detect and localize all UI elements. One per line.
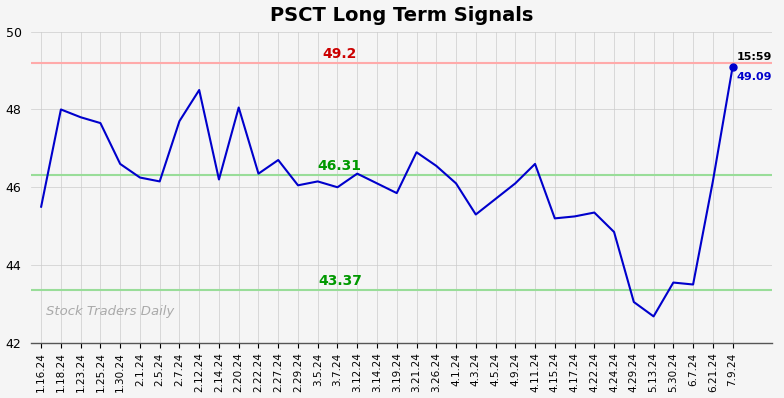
Text: 49.09: 49.09 <box>736 72 772 82</box>
Title: PSCT Long Term Signals: PSCT Long Term Signals <box>270 6 533 25</box>
Text: 46.31: 46.31 <box>318 159 362 173</box>
Text: 49.2: 49.2 <box>323 47 357 61</box>
Text: 15:59: 15:59 <box>736 53 772 62</box>
Text: 43.37: 43.37 <box>318 273 361 288</box>
Text: Stock Traders Daily: Stock Traders Daily <box>46 305 174 318</box>
